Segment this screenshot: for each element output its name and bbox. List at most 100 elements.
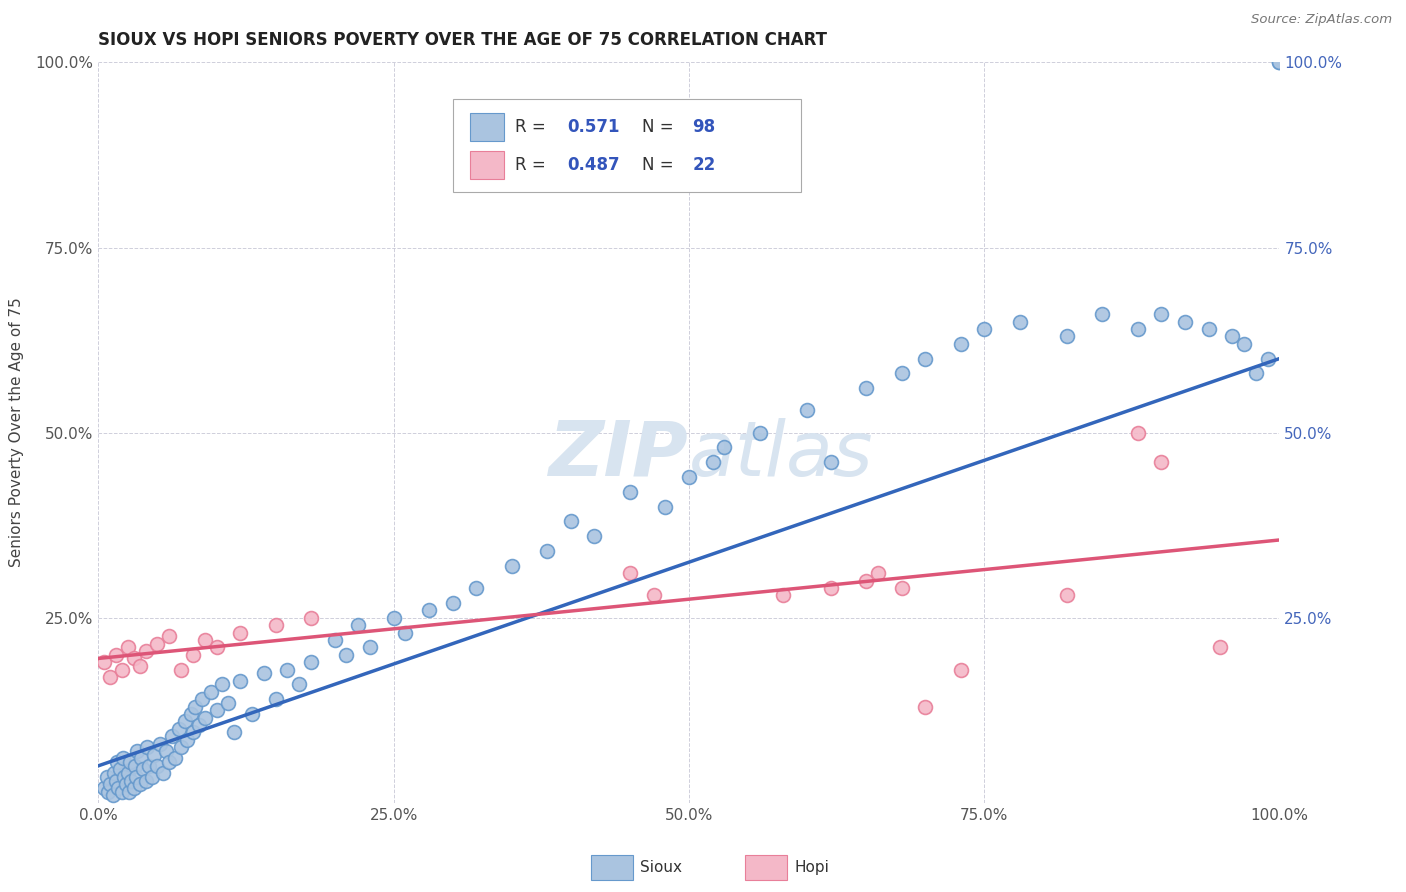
Point xyxy=(157,629,180,643)
Point xyxy=(536,544,558,558)
Point xyxy=(465,581,488,595)
Point xyxy=(240,706,263,721)
FancyBboxPatch shape xyxy=(453,100,801,192)
Point xyxy=(820,581,842,595)
Point xyxy=(335,648,357,662)
Point xyxy=(359,640,381,655)
Point xyxy=(211,677,233,691)
Point xyxy=(264,692,287,706)
Point xyxy=(890,367,912,381)
Point xyxy=(276,663,298,677)
Point xyxy=(170,663,193,677)
Bar xyxy=(471,151,503,178)
Point xyxy=(654,500,676,514)
Point xyxy=(1008,315,1031,329)
Point xyxy=(194,711,217,725)
Point xyxy=(135,740,157,755)
Point xyxy=(643,589,665,603)
Point xyxy=(619,566,641,581)
Point xyxy=(112,770,135,784)
Point xyxy=(949,336,972,351)
Point xyxy=(288,677,311,691)
Point xyxy=(122,780,145,795)
Point xyxy=(135,773,157,788)
Point xyxy=(224,725,246,739)
Point xyxy=(973,322,995,336)
Point xyxy=(1209,640,1232,655)
Point xyxy=(501,558,523,573)
Point xyxy=(107,780,129,795)
Point xyxy=(125,770,148,784)
Point xyxy=(111,663,134,677)
Point xyxy=(1126,425,1149,440)
Point xyxy=(105,648,128,662)
Point xyxy=(93,780,115,795)
Point xyxy=(122,651,145,665)
Point xyxy=(165,751,187,765)
Point xyxy=(96,770,118,784)
Point xyxy=(347,618,370,632)
Point xyxy=(141,770,163,784)
Point xyxy=(191,692,214,706)
Point xyxy=(1126,322,1149,336)
Point xyxy=(117,640,139,655)
Point xyxy=(124,758,146,772)
Point xyxy=(128,658,150,673)
Point xyxy=(1268,55,1291,70)
Point xyxy=(105,755,128,769)
Point xyxy=(855,574,877,588)
Point xyxy=(146,758,169,772)
Point xyxy=(108,763,131,777)
Point xyxy=(253,666,276,681)
Point xyxy=(1056,589,1078,603)
Bar xyxy=(471,112,503,141)
Point xyxy=(205,640,228,655)
Point xyxy=(1257,351,1279,366)
Text: Sioux: Sioux xyxy=(640,861,682,875)
Point xyxy=(101,789,124,803)
Point xyxy=(890,581,912,595)
Point xyxy=(1244,367,1267,381)
Point xyxy=(103,766,125,780)
Point xyxy=(187,718,209,732)
Point xyxy=(138,758,160,772)
Point xyxy=(914,351,936,366)
Text: 98: 98 xyxy=(693,118,716,136)
Point xyxy=(796,403,818,417)
Text: R =: R = xyxy=(516,118,551,136)
Point xyxy=(128,777,150,791)
Point xyxy=(949,663,972,677)
Point xyxy=(97,785,120,799)
Point xyxy=(98,670,121,684)
Point xyxy=(914,699,936,714)
Text: N =: N = xyxy=(641,155,679,174)
Point xyxy=(181,725,204,739)
Point xyxy=(170,740,193,755)
Point xyxy=(583,529,606,543)
Point xyxy=(146,637,169,651)
Point xyxy=(205,703,228,717)
Point xyxy=(135,644,157,658)
Text: Hopi: Hopi xyxy=(794,861,830,875)
Point xyxy=(184,699,207,714)
Text: 0.571: 0.571 xyxy=(567,118,620,136)
Text: 22: 22 xyxy=(693,155,716,174)
Point xyxy=(560,515,582,529)
Point xyxy=(132,763,155,777)
Point xyxy=(323,632,346,647)
Point xyxy=(702,455,724,469)
Point xyxy=(1233,336,1256,351)
Point xyxy=(157,755,180,769)
Point xyxy=(180,706,202,721)
Point xyxy=(1091,307,1114,321)
Point xyxy=(299,655,322,669)
Y-axis label: Seniors Poverty Over the Age of 75: Seniors Poverty Over the Age of 75 xyxy=(10,298,24,567)
Point xyxy=(748,425,770,440)
Point xyxy=(1150,307,1173,321)
Text: Source: ZipAtlas.com: Source: ZipAtlas.com xyxy=(1251,13,1392,27)
Point xyxy=(112,751,135,765)
Point xyxy=(114,777,136,791)
Point xyxy=(129,751,152,765)
Point xyxy=(229,625,252,640)
Point xyxy=(1056,329,1078,343)
